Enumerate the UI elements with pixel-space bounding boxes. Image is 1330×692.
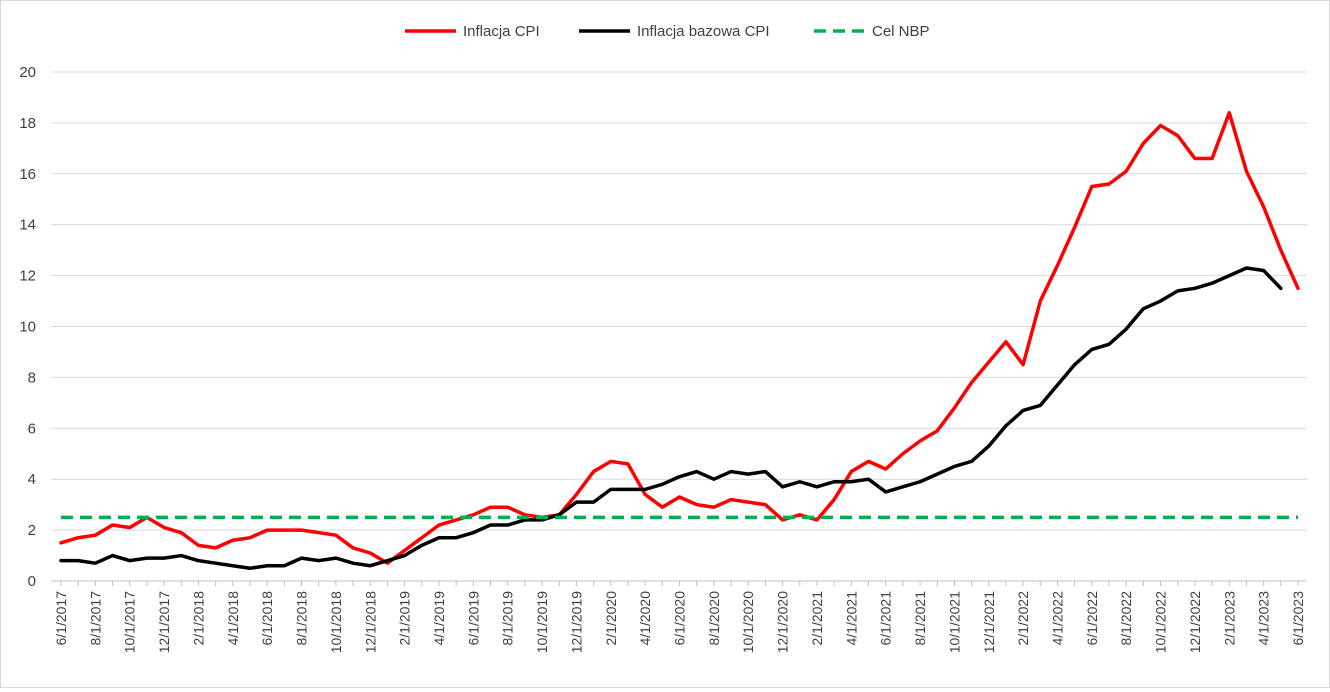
- y-tick-label: 8: [28, 369, 36, 386]
- x-tick-label: 10/1/2019: [534, 591, 550, 653]
- x-tick-label: 4/1/2021: [843, 591, 859, 646]
- x-tick-label: 6/1/2023: [1290, 591, 1306, 646]
- chart-legend: Inflacja CPI Inflacja bazowa CPI Cel NBP: [405, 23, 930, 40]
- x-tick-label: 10/1/2018: [328, 591, 344, 653]
- x-tick-label: 2/1/2023: [1221, 591, 1237, 646]
- x-tick-label: 2/1/2022: [1015, 591, 1031, 646]
- legend-label: Inflacja CPI: [463, 23, 540, 40]
- x-tick-label: 6/1/2017: [53, 591, 69, 646]
- series-line-2: [59, 266, 1283, 571]
- y-tick-label: 12: [19, 268, 36, 285]
- x-tick-label: 8/1/2020: [706, 591, 722, 646]
- x-tick-label: 12/1/2017: [156, 591, 172, 653]
- x-tick-label: 4/1/2019: [431, 591, 447, 646]
- x-tick-label: 8/1/2022: [1118, 591, 1134, 646]
- x-tick-label: 2/1/2019: [397, 591, 413, 646]
- y-tick-label: 16: [19, 166, 36, 183]
- series-lines: [59, 110, 1300, 571]
- y-tick-label: 0: [28, 573, 36, 590]
- x-tick-label: 12/1/2019: [568, 591, 584, 653]
- x-tick-label: 10/1/2021: [946, 591, 962, 653]
- x-tick-label: 10/1/2017: [122, 591, 138, 653]
- x-tick-label: 12/1/2020: [775, 591, 791, 653]
- legend-label: Cel NBP: [872, 23, 930, 40]
- x-tick-label: 12/1/2022: [1187, 591, 1203, 653]
- y-axis-tick-labels: 0 2 4 6 8 10 12 14 16 18 20: [19, 64, 36, 590]
- x-axis: 6/1/2017 8/1/2017 10/1/2017 12/1/2017 2/1/20…: [51, 580, 1307, 653]
- x-tick-label: 8/1/2017: [87, 591, 103, 646]
- x-tick-label: 4/1/2020: [637, 591, 653, 646]
- x-tick-label: 10/1/2022: [1153, 591, 1169, 653]
- y-tick-label: 10: [19, 319, 36, 336]
- x-tick-label: 2/1/2018: [190, 591, 206, 646]
- y-tick-label: 18: [19, 115, 36, 132]
- x-tick-label: 2/1/2020: [603, 591, 619, 646]
- x-tick-label: 6/1/2020: [672, 591, 688, 646]
- x-tick-label: 4/1/2022: [1049, 591, 1065, 646]
- x-tick-label: 8/1/2021: [912, 591, 928, 646]
- x-tick-label: 4/1/2023: [1256, 591, 1272, 646]
- x-tick-label: 12/1/2018: [362, 591, 378, 653]
- x-tick-label: 6/1/2021: [878, 591, 894, 646]
- y-tick-label: 4: [28, 471, 36, 488]
- y-tick-label: 14: [19, 217, 36, 234]
- x-tick-label: 10/1/2020: [740, 591, 756, 653]
- series-line-1: [59, 110, 1300, 565]
- y-tick-label: 2: [28, 522, 36, 539]
- horizontal-gridlines: [51, 71, 1307, 531]
- x-tick-label: 12/1/2021: [981, 591, 997, 653]
- x-tick-label: 8/1/2018: [294, 591, 310, 646]
- x-tick-label: 6/1/2019: [465, 591, 481, 646]
- x-tick-label: 6/1/2018: [259, 591, 275, 646]
- x-tick-label: 2/1/2021: [809, 591, 825, 646]
- x-tick-label: 4/1/2018: [225, 591, 241, 646]
- legend-label: Inflacja bazowa CPI: [637, 23, 770, 40]
- y-tick-label: 6: [28, 420, 36, 437]
- x-tick-label: 8/1/2019: [500, 591, 516, 646]
- x-tick-label: 6/1/2022: [1084, 591, 1100, 646]
- y-tick-label: 20: [19, 64, 36, 81]
